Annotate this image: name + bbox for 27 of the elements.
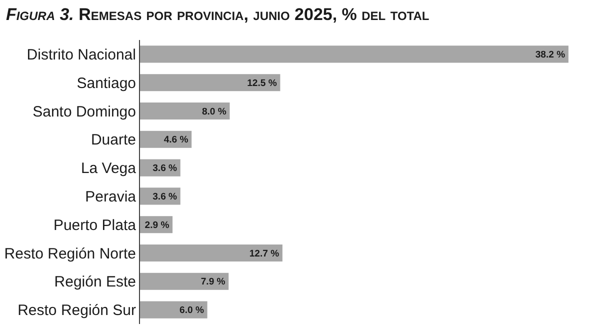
data-label: 3.6 %	[152, 192, 178, 203]
chart-title: Figura 3. Remesas por provincia, junio 2025, % del total	[6, 5, 430, 24]
y-tick-label: Resto Región Sur	[18, 302, 136, 320]
y-tick-label: Resto Región Norte	[4, 245, 136, 262]
data-label: 4.6 %	[164, 134, 189, 146]
y-tick-label: Duarte	[90, 132, 136, 149]
data-label: 12.5 %	[247, 78, 278, 89]
data-label: 3.6 %	[152, 163, 178, 174]
data-label: 7.9 %	[200, 276, 226, 288]
y-tick-label: Puerto Plata	[53, 216, 137, 234]
data-label: 38.2 %	[535, 50, 566, 61]
y-tick-label: La Vega	[80, 160, 137, 178]
data-label: 12.7 %	[249, 248, 280, 260]
bar	[140, 272, 229, 290]
y-tick-label: Santiago	[76, 74, 136, 92]
y-tick-label: Distrito Nacional	[26, 46, 136, 64]
data-label: 6.0 %	[180, 305, 204, 316]
y-tick-label: Santo Domingo	[32, 103, 136, 120]
bar	[140, 244, 282, 262]
bar	[140, 46, 568, 63]
bar	[140, 74, 280, 92]
bar	[140, 301, 208, 318]
y-tick-label: Región Este	[54, 274, 136, 291]
data-label: 2.9 %	[144, 220, 170, 231]
y-tick-label: Peravia	[85, 188, 137, 206]
bar	[140, 102, 230, 120]
data-label: 8.0 %	[202, 106, 227, 118]
